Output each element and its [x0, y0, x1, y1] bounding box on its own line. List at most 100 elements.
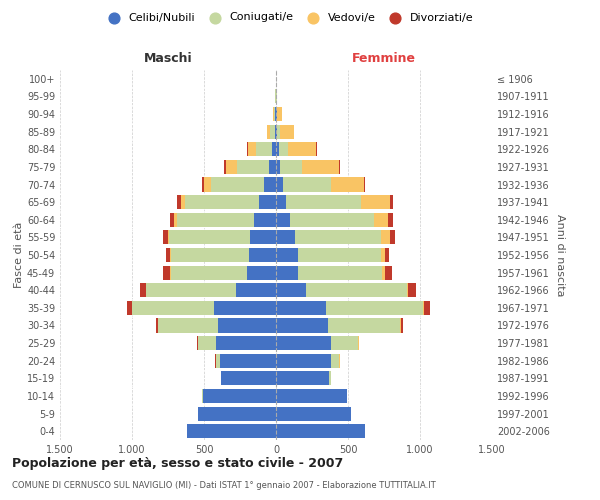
Bar [385, 266, 392, 280]
Bar [169, 230, 250, 244]
Bar [381, 230, 390, 244]
Bar [328, 318, 400, 332]
Bar [171, 248, 248, 262]
Bar [226, 160, 237, 174]
Bar [276, 178, 283, 192]
Bar [237, 160, 269, 174]
Bar [424, 301, 430, 315]
Bar [185, 195, 259, 209]
Bar [256, 142, 272, 156]
Bar [236, 283, 276, 298]
Bar [204, 178, 211, 192]
Y-axis label: Fasce di età: Fasce di età [14, 222, 24, 288]
Bar [247, 266, 276, 280]
Text: Popolazione per età, sesso e stato civile - 2007: Popolazione per età, sesso e stato civil… [12, 458, 343, 470]
Text: Femmine: Femmine [352, 52, 416, 64]
Bar [390, 195, 394, 209]
Bar [156, 318, 158, 332]
Bar [280, 124, 294, 138]
Bar [198, 406, 276, 420]
Bar [132, 301, 214, 315]
Bar [409, 283, 416, 298]
Bar [276, 124, 277, 138]
Bar [388, 212, 394, 227]
Bar [331, 354, 340, 368]
Bar [381, 248, 385, 262]
Bar [170, 266, 171, 280]
Bar [286, 195, 361, 209]
Bar [385, 248, 389, 262]
Bar [248, 142, 256, 156]
Bar [276, 230, 295, 244]
Text: COMUNE DI CERNUSCO SUL NAVIGLIO (MI) - Dati ISTAT 1° gennaio 2007 - Elaborazione: COMUNE DI CERNUSCO SUL NAVIGLIO (MI) - D… [12, 481, 436, 490]
Bar [197, 336, 198, 350]
Bar [329, 372, 331, 386]
Bar [400, 318, 401, 332]
Bar [127, 301, 131, 315]
Bar [277, 107, 283, 121]
Bar [140, 283, 146, 298]
Bar [259, 195, 276, 209]
Bar [270, 124, 275, 138]
Bar [276, 248, 298, 262]
Bar [265, 178, 276, 192]
Bar [218, 318, 276, 332]
Bar [274, 107, 275, 121]
Bar [382, 266, 385, 280]
Bar [276, 372, 329, 386]
Bar [302, 160, 340, 174]
Bar [276, 160, 280, 174]
Bar [170, 212, 175, 227]
Bar [254, 212, 276, 227]
Bar [306, 283, 407, 298]
Bar [215, 336, 276, 350]
Bar [276, 424, 365, 438]
Bar [202, 178, 204, 192]
Bar [401, 318, 403, 332]
Bar [171, 266, 247, 280]
Bar [273, 107, 274, 121]
Bar [361, 195, 390, 209]
Bar [269, 160, 276, 174]
Bar [407, 283, 409, 298]
Bar [248, 248, 276, 262]
Bar [298, 248, 381, 262]
Bar [170, 248, 171, 262]
Bar [166, 248, 170, 262]
Bar [220, 354, 276, 368]
Bar [224, 160, 226, 174]
Bar [215, 354, 220, 368]
Text: Maschi: Maschi [143, 52, 193, 64]
Bar [390, 230, 395, 244]
Bar [283, 178, 331, 192]
Bar [276, 107, 277, 121]
Bar [331, 336, 358, 350]
Bar [275, 107, 276, 121]
Bar [276, 266, 298, 280]
Bar [276, 389, 347, 403]
Bar [276, 336, 331, 350]
Bar [198, 336, 215, 350]
Bar [187, 424, 276, 438]
Bar [331, 178, 364, 192]
Bar [247, 142, 248, 156]
Bar [276, 406, 351, 420]
Bar [176, 212, 254, 227]
Bar [276, 195, 286, 209]
Bar [276, 354, 331, 368]
Bar [276, 212, 290, 227]
Bar [214, 301, 276, 315]
Bar [146, 283, 236, 298]
Y-axis label: Anni di nascita: Anni di nascita [555, 214, 565, 296]
Bar [295, 230, 381, 244]
Bar [275, 124, 276, 138]
Bar [298, 266, 382, 280]
Bar [163, 266, 170, 280]
Bar [374, 212, 388, 227]
Bar [276, 301, 326, 315]
Bar [277, 124, 280, 138]
Bar [326, 301, 423, 315]
Bar [423, 301, 424, 315]
Bar [221, 372, 276, 386]
Legend: Celibi/Nubili, Coniugati/e, Vedovi/e, Divorziati/e: Celibi/Nubili, Coniugati/e, Vedovi/e, Di… [98, 8, 478, 27]
